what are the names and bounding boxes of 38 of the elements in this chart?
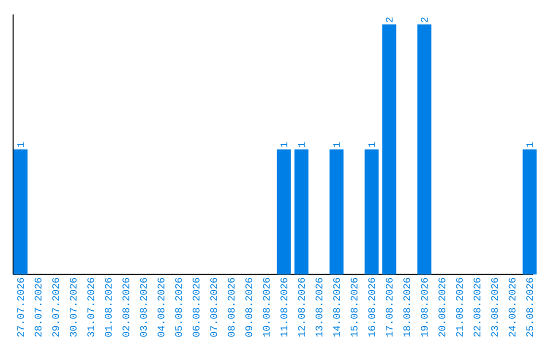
x-tick-label: 07.08.2026 xyxy=(210,278,218,337)
x-tick-label: 15.08.2026 xyxy=(350,278,358,337)
x-tick-label: 22.08.2026 xyxy=(474,278,480,337)
x-tick-label: 20.08.2026 xyxy=(438,278,446,337)
x-tick-label: 24.08.2026 xyxy=(508,278,516,337)
data-label: 1 xyxy=(526,142,533,148)
x-tick-label: 13.08.2026 xyxy=(316,278,322,337)
data-label: 2 xyxy=(420,17,428,22)
x-tick-label: 19.08.2026 xyxy=(420,278,428,337)
x-tick-label: 23.08.2026 xyxy=(491,278,498,337)
x-tick-label: 16.08.2026 xyxy=(368,278,376,337)
data-label: 1 xyxy=(333,142,340,148)
x-tick-label: 28.07.2026 xyxy=(34,278,42,337)
data-label: 2 xyxy=(386,17,393,22)
x-tick-label: 11.08.2026 xyxy=(280,278,288,337)
x-tick-label: 02.08.2026 xyxy=(122,278,130,337)
x-tick-label: 03.08.2026 xyxy=(140,278,147,337)
x-tick-label: 04.08.2026 xyxy=(158,278,164,337)
x-tick-label: 21.08.2026 xyxy=(456,278,463,337)
x-tick-label: 12.08.2026 xyxy=(298,278,305,337)
x-tick-label: 27.07.2026 xyxy=(17,278,24,337)
x-tick-label: 05.08.2026 xyxy=(175,278,182,337)
x-tick-label: 14.08.2026 xyxy=(333,278,340,337)
x-tick-label: 06.08.2026 xyxy=(192,278,200,337)
x-tick-label: 30.07.2026 xyxy=(70,278,77,337)
x-tick-label: 10.08.2026 xyxy=(262,278,270,337)
x-tick-label: 08.08.2026 xyxy=(228,278,235,337)
x-tick-label: 31.07.2026 xyxy=(87,278,94,337)
x-tick-label: 18.08.2026 xyxy=(403,278,410,337)
x-tick-label: 01.08.2026 xyxy=(104,278,112,337)
data-label: 1 xyxy=(280,142,288,148)
x-tick-label: 09.08.2026 xyxy=(245,278,252,337)
data-label: 1 xyxy=(17,142,24,148)
x-tick-label: 29.07.2026 xyxy=(52,278,60,337)
x-tick-label: 17.08.2026 xyxy=(386,278,393,337)
data-label: 1 xyxy=(368,142,375,148)
data-label: 1 xyxy=(298,142,305,148)
x-tick-label: 25.08.2026 xyxy=(526,278,534,337)
